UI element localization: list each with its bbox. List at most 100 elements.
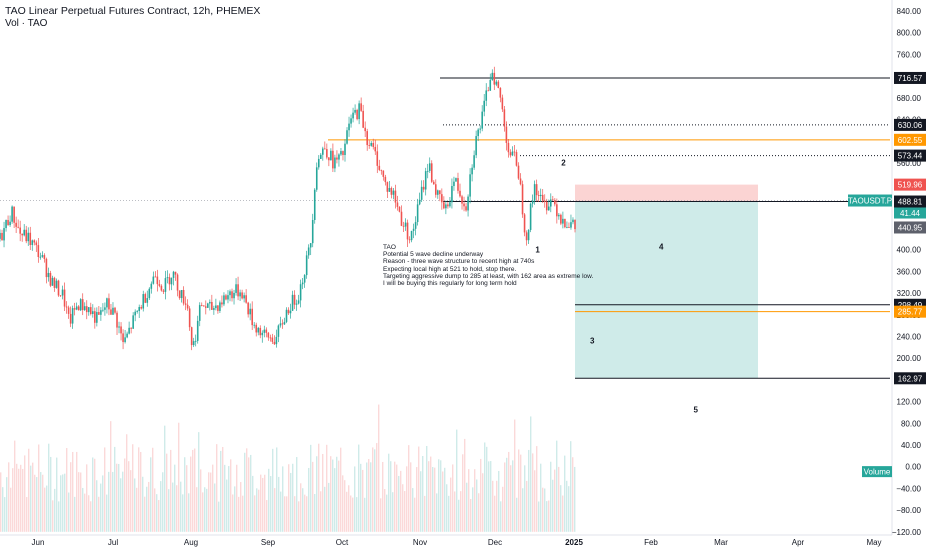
candle-body <box>430 163 433 182</box>
candle-body <box>338 154 340 160</box>
candle-body <box>556 204 558 217</box>
candle-body <box>178 290 181 299</box>
candle-body <box>211 301 213 310</box>
volume-bar <box>412 488 414 532</box>
volume-bar <box>246 448 248 532</box>
candle-body <box>146 298 149 303</box>
volume-bar <box>554 469 556 532</box>
candle-body <box>328 157 330 161</box>
candle-body <box>279 323 282 326</box>
volume-bar <box>364 497 366 532</box>
volume-bar <box>212 464 214 532</box>
volume-bar <box>510 465 512 532</box>
candle-body <box>51 277 54 286</box>
candle-body <box>521 184 524 215</box>
volume-bar <box>20 464 22 532</box>
volume-bar <box>396 464 398 532</box>
candle-body <box>144 294 147 303</box>
candle-body <box>549 199 552 207</box>
candle-body <box>398 206 401 212</box>
candle-body <box>204 306 207 308</box>
candle-body <box>336 157 338 160</box>
candle-body <box>354 109 356 113</box>
candle-body <box>287 309 290 314</box>
candle-body <box>158 284 161 286</box>
volume-bar <box>264 474 266 532</box>
candle-body <box>168 277 171 285</box>
volume-bar <box>10 487 12 532</box>
volume-bar <box>266 500 268 532</box>
candle-body <box>116 312 118 328</box>
volume-bar <box>220 450 222 532</box>
volume-bar <box>176 485 178 532</box>
volume-bar <box>142 476 144 532</box>
volume-bar <box>416 467 418 532</box>
price-tick-label: 760.00 <box>897 50 922 59</box>
volume-bar <box>138 447 140 532</box>
price-tag-label: 488.81 <box>898 198 923 207</box>
candle-body <box>509 152 512 156</box>
candle-body <box>53 277 56 288</box>
volume-bar <box>26 497 28 532</box>
volume-bar <box>556 440 558 532</box>
candle-body <box>479 128 481 130</box>
candle-body <box>340 151 342 155</box>
price-tag-label: 440.95 <box>898 223 923 232</box>
candle-body <box>322 148 324 155</box>
volume-bar <box>466 482 468 532</box>
volume-bar <box>370 462 372 532</box>
candle-body <box>422 186 425 190</box>
price-tag <box>894 221 926 234</box>
candle-body <box>453 181 455 187</box>
volume-bar <box>350 495 352 532</box>
candle-body <box>190 327 193 346</box>
volume-bar <box>64 473 66 532</box>
volume-bar <box>300 483 302 532</box>
candle-body <box>150 283 153 289</box>
volume-bar <box>100 483 102 532</box>
candle-body <box>311 219 314 244</box>
volume-bar <box>76 451 78 532</box>
volume-bar <box>306 496 308 532</box>
volume-bar <box>84 493 86 532</box>
volume-bar <box>386 494 388 532</box>
candle-body <box>459 190 461 197</box>
volume-bar <box>490 461 492 532</box>
time-tick-label: Mar <box>714 538 728 547</box>
candle-body <box>255 324 258 333</box>
candle-body <box>348 123 350 131</box>
volume-bar <box>566 480 568 532</box>
candle-body <box>390 187 393 195</box>
price-tick-label: 240.00 <box>897 333 922 342</box>
candle-body <box>75 306 78 310</box>
candle-body <box>497 81 500 89</box>
volume-bar <box>110 421 112 532</box>
volume-bar <box>398 475 400 532</box>
candle-body <box>376 151 379 166</box>
volume-bar <box>472 487 474 532</box>
candle-body <box>503 109 506 127</box>
volume-bar <box>572 457 574 532</box>
volume-bar <box>182 494 184 532</box>
volume-bar <box>550 461 552 532</box>
candle-body <box>55 280 58 288</box>
candle-body <box>136 311 138 312</box>
candle-body <box>9 221 11 226</box>
volume-bar <box>248 457 250 532</box>
volume-bar <box>146 486 148 532</box>
time-tick-label: Sep <box>261 538 276 547</box>
volume-bar <box>546 501 548 532</box>
time-tick-label: Aug <box>184 538 198 547</box>
candle-body <box>303 275 306 283</box>
volume-bar <box>214 483 216 532</box>
volume-bar <box>16 463 18 532</box>
volume-bar <box>2 487 4 532</box>
candle-body <box>227 295 229 300</box>
volume-bar <box>18 468 20 532</box>
volume-bar <box>470 499 472 532</box>
volume-bar <box>474 469 476 532</box>
volume-bar <box>150 457 152 532</box>
volume-bar <box>188 493 190 532</box>
volume-bar <box>332 459 334 532</box>
